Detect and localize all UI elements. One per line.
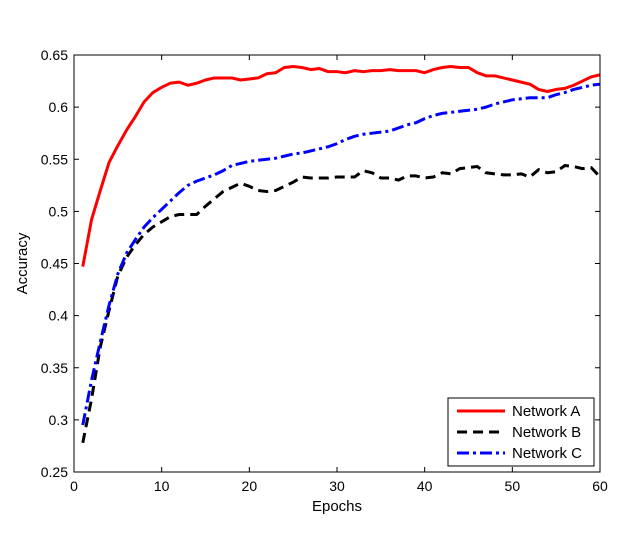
y-axis-ticks: 0.25 0.3 0.35 0.4 0.45 0.5 0.55 0.6 0.65 <box>41 47 600 480</box>
x-tick-label: 30 <box>329 478 345 494</box>
legend-items: Network A Network B Network C <box>457 403 582 462</box>
y-tick-label: 0.55 <box>41 151 68 167</box>
series-layer <box>81 64 602 444</box>
y-tick-label: 0.4 <box>49 308 69 324</box>
y-axis-title: Accuracy <box>14 232 31 294</box>
legend: Network A Network B Network C <box>447 397 595 467</box>
x-tick-label: 60 <box>592 478 608 494</box>
x-tick-label: 10 <box>154 478 170 494</box>
y-tick-label: 0.45 <box>41 256 68 272</box>
y-tick-label: 0.35 <box>41 360 68 376</box>
x-axis-title: Epochs <box>312 498 362 515</box>
x-tick-label: 20 <box>242 478 258 494</box>
series-line-network-a <box>81 64 601 267</box>
x-tick-label: 0 <box>70 478 78 494</box>
x-axis-ticks: 0 10 20 30 40 50 60 <box>70 55 608 494</box>
y-tick-label: 0.6 <box>49 99 69 115</box>
y-tick-label: 0.5 <box>49 203 69 219</box>
legend-label: Network B <box>512 424 581 441</box>
x-tick-label: 50 <box>505 478 521 494</box>
legend-label: Network A <box>512 403 580 420</box>
x-tick-label: 40 <box>417 478 433 494</box>
series-line-network-b <box>81 164 602 444</box>
y-tick-label: 0.65 <box>41 47 68 63</box>
y-tick-label: 0.3 <box>49 412 69 428</box>
y-tick-label: 0.25 <box>41 464 68 480</box>
series-line-network-c <box>81 82 601 426</box>
legend-label: Network C <box>512 445 582 462</box>
legend-box <box>447 397 595 467</box>
